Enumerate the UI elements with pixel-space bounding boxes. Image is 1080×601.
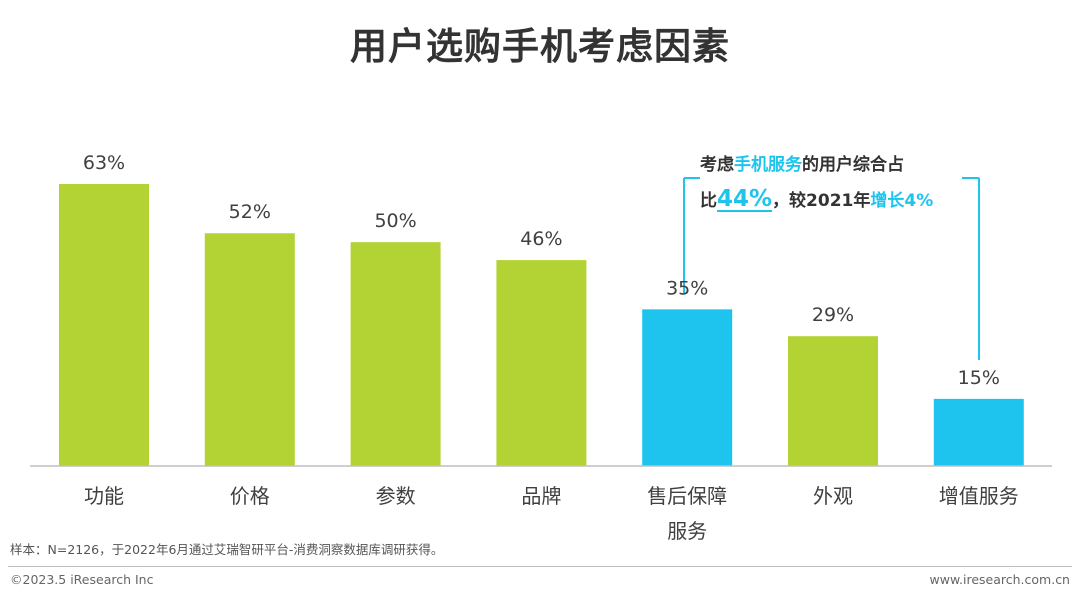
value-label: 29% (812, 304, 854, 326)
value-label: 52% (229, 201, 271, 223)
annotation-line-2: 比44%，较2021年增长4% (700, 182, 970, 218)
website-link: www.iresearch.com.cn (929, 572, 1071, 587)
footer-divider (8, 566, 1072, 567)
value-label: 46% (520, 228, 562, 250)
service-annotation: 考虑手机服务的用户综合占 比44%，较2021年增长4% (700, 148, 970, 218)
annotation-text: ，较2021年 (772, 191, 871, 211)
value-label: 50% (374, 210, 416, 232)
category-label: 服务 (667, 519, 707, 543)
category-label: 增值服务 (939, 484, 1019, 508)
bar-外观 (788, 336, 878, 466)
annotation-text: 考虑 (700, 155, 734, 175)
bar-功能 (59, 184, 149, 466)
value-label: 35% (666, 277, 708, 299)
annotation-highlight: 手机服务 (734, 155, 802, 175)
bar-价格 (204, 233, 295, 466)
chart-title: 用户选购手机考虑因素 (350, 25, 730, 68)
category-label: 售后保障 (647, 484, 727, 508)
annotation-growth: 增长4% (870, 191, 934, 211)
category-label: 品牌 (521, 484, 561, 508)
category-label: 功能 (84, 484, 124, 508)
bar-品牌 (496, 260, 587, 466)
bar-参数 (350, 242, 441, 466)
annotation-text: 的用户综合占 (802, 155, 904, 175)
annotation-share-value: 44% (717, 186, 773, 212)
value-label: 63% (83, 152, 125, 174)
sample-note: 样本：N=2126，于2022年6月通过艾瑞智研平台-消费洞察数据库调研获得。 (10, 542, 444, 557)
value-label: 15% (958, 367, 1000, 389)
annotation-line-1: 考虑手机服务的用户综合占 (700, 148, 970, 182)
bar-增值服务 (933, 398, 1024, 466)
category-label: 外观 (813, 484, 853, 508)
annotation-text: 比 (700, 191, 717, 211)
bar-售后保障服务 (642, 309, 733, 466)
category-label: 参数 (376, 484, 416, 508)
copyright: ©2023.5 iResearch Inc (10, 572, 154, 587)
category-label: 价格 (230, 484, 270, 508)
